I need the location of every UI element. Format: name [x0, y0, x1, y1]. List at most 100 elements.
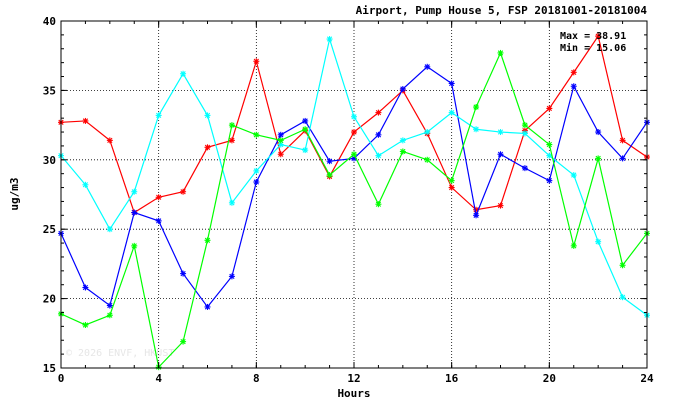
marker-stroke — [82, 284, 89, 291]
marker-stroke — [595, 129, 601, 135]
data-point — [253, 179, 260, 186]
min-annotation: Min = 15.06 — [560, 42, 626, 54]
y-tick-label: 20 — [43, 293, 56, 306]
x-tick-label: 16 — [445, 372, 459, 385]
marker-stroke — [375, 132, 382, 138]
marker-stroke — [278, 137, 284, 144]
data-point — [424, 63, 431, 70]
data-point — [595, 238, 602, 245]
marker-stroke — [449, 184, 455, 191]
x-tick-label: 0 — [58, 372, 65, 385]
data-point — [619, 262, 626, 269]
marker-stroke — [180, 189, 186, 195]
marker-stroke — [253, 132, 259, 138]
data-point — [82, 284, 89, 291]
data-point — [424, 129, 431, 136]
marker-stroke — [375, 109, 382, 116]
marker-stroke — [497, 50, 504, 56]
marker-stroke — [326, 158, 333, 164]
data-point — [497, 151, 504, 158]
marker-stroke — [253, 179, 259, 185]
marker-stroke — [595, 155, 601, 162]
marker-stroke — [82, 322, 89, 328]
tick-labels: 0 4 8 12 16 20 24 15 20 25 30 35 40 — [43, 15, 654, 385]
data-point — [375, 201, 382, 208]
data-point — [351, 113, 357, 120]
data-point — [228, 199, 235, 206]
data-point — [473, 104, 480, 111]
data-point — [253, 58, 260, 65]
data-point — [302, 147, 309, 154]
marker-stroke — [546, 141, 552, 148]
x-tick-label: 24 — [640, 372, 654, 385]
data-point — [302, 126, 309, 133]
marker-stroke — [107, 312, 113, 318]
grid — [61, 21, 647, 368]
marker-stroke — [424, 64, 430, 70]
data-point — [326, 36, 333, 43]
x-axis-label: Hours — [337, 387, 370, 400]
data-point — [155, 194, 162, 201]
data-point — [277, 131, 284, 138]
data-point — [399, 137, 406, 144]
marker-stroke — [619, 155, 626, 162]
data-point — [448, 109, 455, 116]
data-point — [497, 202, 504, 209]
marker-stroke — [229, 200, 235, 206]
marker-stroke — [595, 239, 601, 245]
marker-stroke — [131, 209, 137, 216]
x-tick-label: 8 — [253, 372, 260, 385]
data-point — [253, 131, 260, 138]
data-point — [82, 321, 89, 328]
data-point — [448, 80, 455, 87]
marker-stroke — [497, 129, 504, 135]
data-point — [82, 181, 89, 188]
marker-stroke — [156, 218, 162, 224]
x-tick-label: 12 — [347, 372, 360, 385]
data-point — [546, 105, 553, 112]
y-axis-label: ug/m3 — [8, 177, 21, 210]
data-point — [521, 165, 528, 172]
data-point — [570, 172, 577, 179]
marker-stroke — [522, 165, 528, 171]
max-annotation: Max = 38.91 — [560, 31, 626, 42]
x-tick-label: 4 — [155, 372, 162, 385]
data-point — [302, 117, 309, 124]
marker-stroke — [278, 151, 284, 157]
marker-stroke — [302, 118, 308, 124]
data-point — [277, 137, 284, 144]
x-tick-label: 20 — [543, 372, 556, 385]
marker-stroke — [278, 132, 284, 138]
data-point — [570, 69, 577, 76]
y-tick-label: 35 — [43, 84, 56, 97]
data-point — [546, 152, 553, 159]
marker-stroke — [400, 137, 406, 144]
marker-stroke — [400, 86, 406, 92]
data-point — [180, 338, 187, 345]
marker-stroke — [571, 172, 577, 178]
marker-stroke — [351, 129, 357, 135]
marker-stroke — [253, 58, 259, 64]
marker-stroke — [107, 226, 113, 232]
marker-stroke — [619, 137, 626, 144]
data-point — [448, 177, 455, 184]
data-point — [546, 141, 553, 148]
marker-stroke — [180, 270, 186, 277]
data-point — [399, 148, 406, 155]
data-point — [375, 152, 382, 159]
marker-stroke — [107, 302, 113, 309]
data-point — [253, 167, 260, 174]
data-point — [619, 137, 626, 144]
data-point — [497, 49, 504, 56]
data-point — [204, 237, 211, 244]
data-point — [473, 212, 480, 219]
marker-stroke — [449, 109, 455, 116]
data-point — [351, 151, 357, 158]
data-point — [546, 177, 553, 184]
data-point — [228, 122, 235, 129]
ticks — [60, 20, 648, 369]
data-point — [106, 226, 113, 233]
marker-stroke — [546, 152, 552, 159]
series-3 — [58, 36, 650, 319]
